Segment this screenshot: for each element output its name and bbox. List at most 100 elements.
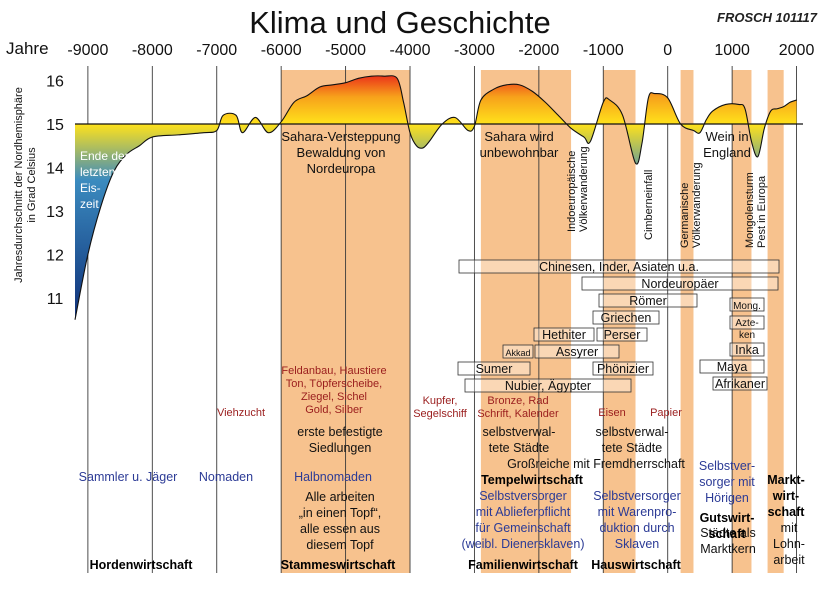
people-label-hethiter: Hethiter [542,328,586,342]
economy-marktwirtschaft-line-1: Markt- [767,473,805,487]
people-label-azteken-line-1: Azte- [735,318,758,329]
settlement-selbstverwaltete-2-line-2: tete Städte [602,441,663,455]
artist-signature: FROSCH 101117 [717,10,818,25]
event-indoeuropaeische-line-2: Völkerwanderung [578,146,590,232]
label-ende-eiszeit-line-4: zeit [80,197,99,211]
x-tick-label: -9000 [67,42,108,59]
people-label-assyrer: Assyrer [556,345,598,359]
settlement-befestigte-siedlungen-line-1: erste befestigte [297,425,383,439]
tech-feldanbau-line-1: Feldanbau, Haustiere [281,365,386,377]
period-band-5 [732,70,752,573]
wayoflife-sammler-line-1: Sammler u. Jäger [79,470,178,484]
people-box-azteken [729,315,765,330]
settlement-selbstverwaltete-2-line-1: selbstverwal- [596,425,669,439]
temperature-curve [74,75,803,320]
label-wein-england-line-1: Wein in [705,129,748,144]
people-label-perser: Perser [604,328,641,342]
tech-feldanbau-line-3: Ziegel, Sichel [301,391,367,403]
people-box-hethiter [533,327,595,342]
period-band-6 [767,70,784,573]
period-band-3 [603,70,636,573]
y-tick-label: 13 [46,204,64,221]
x-tick-label: -3000 [454,42,495,59]
x-axis-ticks: -9000 -8000 -7000 -6000 -5000 -4000 -3000 -2000… [67,42,814,59]
y-tick-label: 15 [46,117,64,134]
economy-gutswirtschaft-line-2: schaft [709,527,747,541]
people-label-azteken-line-2: ken [739,330,755,341]
label-sahara-versteppung-line-3: Nordeuropa [307,161,376,176]
tech-bronze-line-2: Schrift, Kalender [477,408,559,420]
wayoflife-selbstversorger-ablieferpflicht-line-1: Selbstversorger [479,489,567,503]
people-label-nordeuropaer: Nordeuropäer [641,277,718,291]
people-label-maya: Maya [717,360,748,374]
people-box-chinesen [458,259,780,274]
annotations: Ende der letzten Eis-zeit Sahara-Versteppun… [79,129,806,572]
wayoflife-selbstversorger-hoerigen-line-1: Selbstver- [699,459,755,473]
people-box-afrikaner [712,376,768,391]
people-label-phoenizier: Phönizier [597,362,649,376]
tech-kupfer-line-2: Segelschiff [413,408,468,420]
x-tick-label: 0 [663,42,672,59]
note-alle-arbeiten-line-3: alle essen aus [300,522,380,536]
wayoflife-halbnomaden-line-1: Halbnomaden [294,470,372,484]
settlement-befestigte-siedlungen-line-2: Siedlungen [309,441,372,455]
people-box-perser [596,327,648,342]
x-tick-label: -6000 [261,42,302,59]
chart-title: Klima und Geschichte [249,5,551,40]
note-alle-arbeiten-line-2: „in einen Topf“, [299,506,381,520]
event-mongolensturm-line-2: Pest in Europa [756,175,768,248]
period-band-4 [680,70,694,573]
x-tick-label: -7000 [196,42,237,59]
y-axis-label-line1: Jahresdurchschnitt der Nordhemisphäre [13,87,25,283]
people-label-nubier: Nubier, Ägypter [505,379,591,393]
settlement-selbstverwaltete-1-line-1: selbstverwal- [483,425,556,439]
tech-papier-line-1: Papier [650,407,682,419]
people-box-roemer [598,293,698,308]
label-ende-eiszeit-line-3: Eis- [80,181,101,195]
people-box-inka [729,342,765,357]
x-tick-label: -5000 [325,42,366,59]
y-axis-ticks: 16 15 14 13 12 11 [46,74,64,309]
settlement-grossreiche-line-1: Großreiche mit Fremdherrschaft [507,457,685,471]
period-band-2 [480,70,572,573]
tech-feldanbau-line-2: Ton, Töpferscheibe, [286,378,382,390]
wayoflife-selbstversorger-ablieferpflicht-line-2: mit Ablieferpflicht [476,505,571,519]
people-box-griechen [592,310,660,325]
tech-viehzucht-line-1: Viehzucht [217,407,265,419]
tech-feldanbau-line-4: Gold, Silber [305,404,363,416]
wayoflife-selbstversorger-hoerigen-line-3: Hörigen [705,491,749,505]
economy-hordenwirtschaft-line-1: Hordenwirtschaft [90,558,194,572]
wayoflife-selbstversorger-warenproduktion-line-2: mit Warenpro- [598,505,677,519]
wayoflife-selbstversorger-warenproduktion-line-4: Sklaven [615,537,660,551]
tech-eisen-line-1: Eisen [598,407,626,419]
wayoflife-nomaden-line-1: Nomaden [199,470,253,484]
tech-kupfer-line-1: Kupfer, [423,395,458,407]
x-tick-label: -2000 [518,42,559,59]
label-sahara-versteppung-line-1: Sahara-Versteppung [281,129,400,144]
x-tick-label: -1000 [583,42,624,59]
people-label-chinesen: Chinesen, Inder, Asiaten u.a. [539,260,699,274]
note-mit-lohnarbeit-line-3: arbeit [773,553,805,567]
y-tick-label: 14 [46,161,64,178]
event-indoeuropaeische-line-1: Indoeuropäische [566,151,578,232]
people-label-mongolen: Mong. [733,301,761,312]
people-box-nubier [464,378,632,393]
label-ende-eiszeit-line-2: letzten [80,165,115,179]
wayoflife-selbstversorger-hoerigen-line-2: sorger mit [699,475,755,489]
economy-marktwirtschaft-line-3: schaft [768,505,806,519]
y-tick-label: 16 [46,74,64,91]
event-germanische-line-2: Völkerwanderung [691,162,703,248]
warm-area [75,75,797,124]
economy-marktwirtschaft-line-2: wirt- [772,489,799,503]
label-ende-eiszeit-line-1: Ende der [80,149,129,163]
people-box-maya [699,359,765,374]
people-box-phoenizier [592,361,654,376]
note-alle-arbeiten-line-4: diesem Topf [306,538,374,552]
people-label-roemer: Römer [629,294,667,308]
people-label-griechen: Griechen [601,311,652,325]
people-box-mongolen [729,297,765,312]
people-box-akkad [502,344,534,359]
y-tick-label: 12 [46,248,64,265]
people-label-afrikaner: Afrikaner [715,377,765,391]
economy-tempelwirtschaft-line-1: Tempelwirtschaft [481,473,584,487]
